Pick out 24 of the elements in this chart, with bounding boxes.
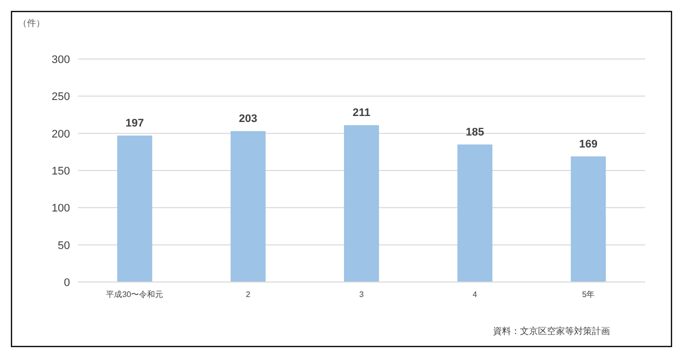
y-tick-label: 150 bbox=[52, 166, 70, 178]
y-tick-label: 300 bbox=[52, 54, 70, 66]
y-tick-label: 0 bbox=[64, 277, 70, 289]
data-label: 203 bbox=[238, 113, 258, 126]
bar bbox=[570, 156, 606, 282]
bar bbox=[230, 131, 266, 282]
x-tick-label: 平成30〜令和元 bbox=[106, 290, 164, 299]
bar bbox=[117, 136, 152, 282]
text: 資料：文京区空家等対策計画 bbox=[493, 326, 610, 336]
data-label: 169 bbox=[579, 138, 598, 150]
data-label: 197 bbox=[126, 118, 144, 130]
bar bbox=[457, 144, 492, 282]
x-tick-label: 3 bbox=[359, 290, 364, 299]
y-tick-label: 250 bbox=[52, 91, 70, 104]
data-label: 185 bbox=[466, 126, 484, 138]
x-tick-label: 4 bbox=[472, 290, 478, 299]
y-tick-label: 200 bbox=[52, 128, 70, 140]
y-tick-label: 100 bbox=[52, 202, 70, 215]
x-tick-label: 2 bbox=[246, 290, 251, 299]
bar bbox=[344, 125, 379, 282]
y-axis-title: （件） bbox=[18, 18, 45, 28]
x-tick-label: 5年 bbox=[582, 290, 595, 299]
data-label: 211 bbox=[352, 107, 370, 120]
y-tick-label: 50 bbox=[58, 240, 70, 252]
